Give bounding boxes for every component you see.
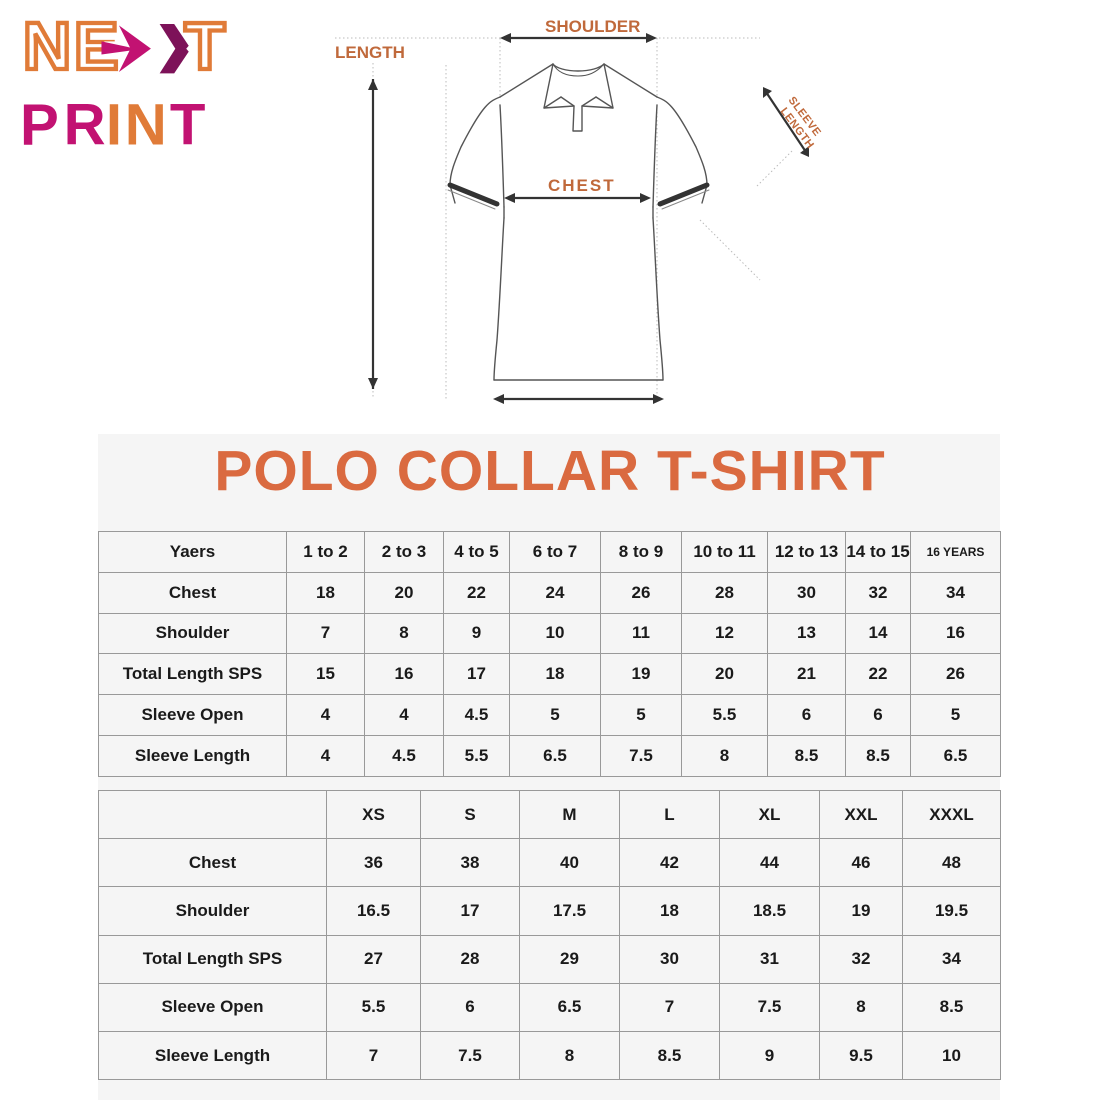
svg-text:LENGTH: LENGTH: [335, 43, 405, 62]
svg-text:SHOULDER: SHOULDER: [545, 17, 640, 36]
svg-text:CHEST: CHEST: [548, 176, 616, 195]
